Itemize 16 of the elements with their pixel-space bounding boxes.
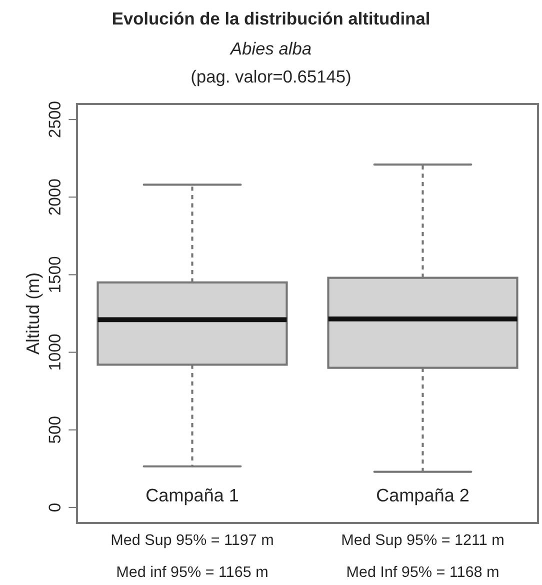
text: Med Inf 95% = 1168 m bbox=[348, 566, 498, 578]
y-tick-label: 500 bbox=[48, 416, 61, 444]
x-tick-label: Campaña 1 bbox=[146, 488, 238, 506]
y-tick-label: 2500 bbox=[48, 102, 61, 138]
text: Med Sup 95% = 1197 m bbox=[112, 534, 273, 548]
x-tick-label: Campaña 2 bbox=[376, 488, 469, 506]
chart-subtitle: Abies alba bbox=[230, 42, 311, 55]
y-axis-title: Altitud (m) bbox=[26, 273, 43, 355]
text: Med Sup 95% = 1211 m bbox=[342, 534, 504, 548]
y-tick-label: 1000 bbox=[48, 334, 61, 370]
y-tick-label: 2000 bbox=[48, 179, 61, 215]
chart-title: Evolución de la distribución altitudinal bbox=[113, 12, 429, 25]
y-tick-label: 0 bbox=[48, 504, 61, 512]
text: Med inf 95% = 1165 m bbox=[117, 566, 268, 578]
y-tick-label: 1500 bbox=[48, 256, 61, 292]
text: (pag. valor=0.65145) bbox=[192, 70, 350, 86]
